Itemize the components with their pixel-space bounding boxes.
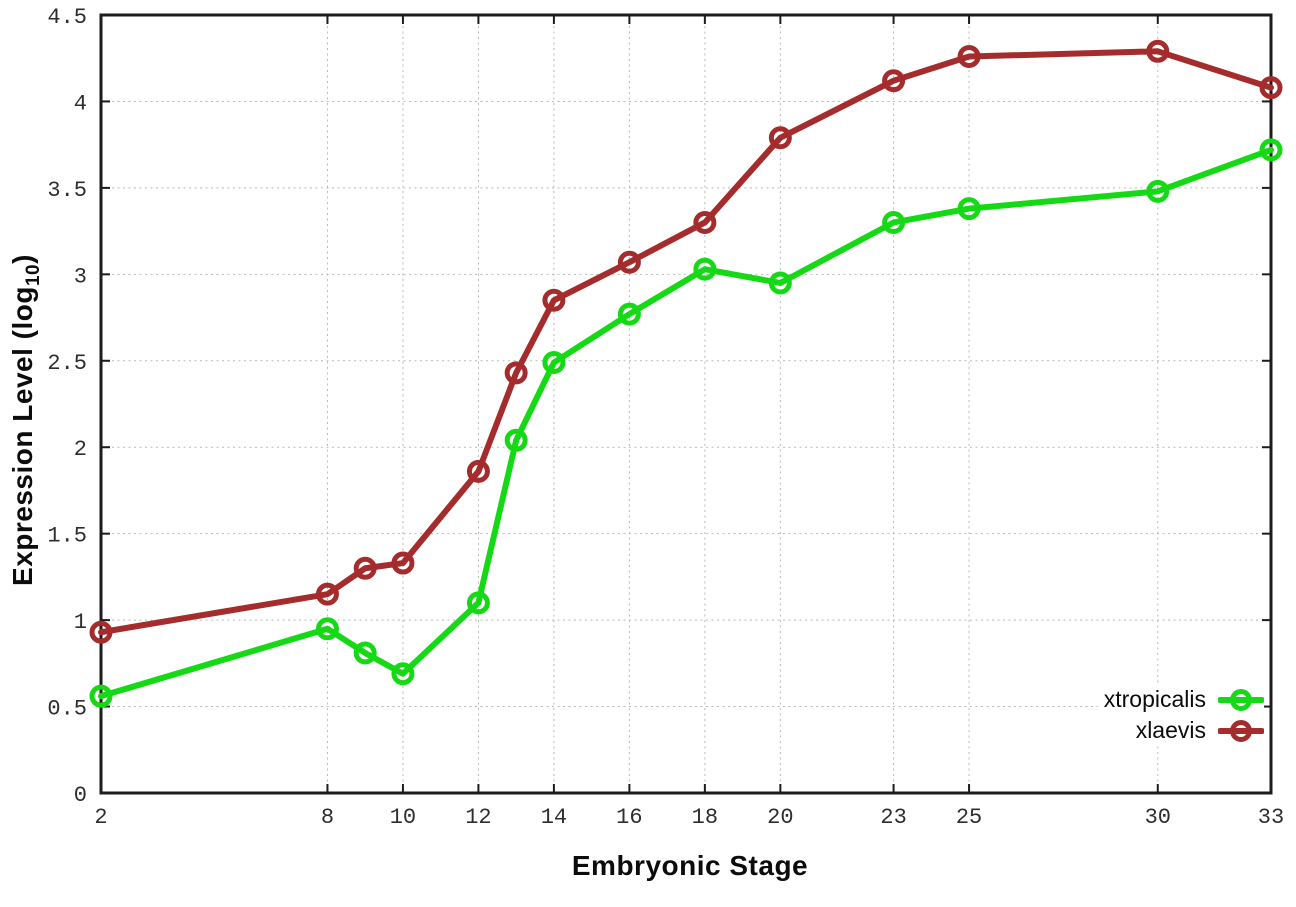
- data-point-xlaevis: [957, 44, 981, 68]
- x-tick-label: 12: [465, 805, 491, 830]
- data-point-xtropicalis: [504, 428, 528, 452]
- data-point-xlaevis: [617, 250, 641, 274]
- data-point-xlaevis: [466, 459, 490, 483]
- data-point-xtropicalis: [693, 257, 717, 281]
- y-tick-label: 0: [74, 783, 87, 808]
- y-tick-label: 0.5: [47, 697, 87, 722]
- data-point-xtropicalis: [617, 302, 641, 326]
- x-tick-label: 2: [94, 805, 107, 830]
- data-point-xlaevis: [1146, 39, 1170, 63]
- data-point-xlaevis: [89, 620, 113, 644]
- data-point-xlaevis: [353, 556, 377, 580]
- x-axis-label: Embryonic Stage: [571, 850, 809, 881]
- legend-label-xtropicalis: xtropicalis: [1103, 686, 1206, 712]
- x-tick-label: 25: [956, 805, 982, 830]
- data-point-xtropicalis: [882, 210, 906, 234]
- y-tick-label: 1.5: [47, 524, 87, 549]
- y-axis-label-text: Expression Level (log: [7, 286, 39, 586]
- y-tick-label: 1: [74, 610, 87, 635]
- legend-marker-xlaevis-icon: [1218, 718, 1264, 744]
- x-tick-label: 20: [767, 805, 793, 830]
- x-tick-label: 16: [616, 805, 642, 830]
- x-tick-label: 14: [541, 805, 567, 830]
- legend-marker-xtropicalis-icon: [1218, 687, 1264, 713]
- y-tick-label: 4: [74, 91, 87, 116]
- data-point-xtropicalis: [353, 641, 377, 665]
- y-tick-label: 2: [74, 437, 87, 462]
- data-point-xtropicalis: [957, 197, 981, 221]
- data-point-xlaevis: [1259, 76, 1283, 100]
- legend-item-xtropicalis: xtropicalis: [1104, 684, 1264, 715]
- y-tick-label: 3.5: [47, 178, 87, 203]
- y-axis-label: Expression Level (log10): [7, 254, 45, 586]
- x-tick-label: 33: [1258, 805, 1284, 830]
- data-point-xtropicalis: [1146, 179, 1170, 203]
- data-point-xtropicalis: [391, 662, 415, 686]
- x-tick-label: 23: [880, 805, 906, 830]
- data-point-xlaevis: [504, 361, 528, 385]
- data-point-xlaevis: [542, 288, 566, 312]
- data-point-xlaevis: [315, 582, 339, 606]
- x-tick-label: 8: [321, 805, 334, 830]
- y-tick-label: 2.5: [47, 351, 87, 376]
- data-point-xtropicalis: [1259, 138, 1283, 162]
- data-point-xlaevis: [693, 210, 717, 234]
- data-point-xtropicalis: [542, 351, 566, 375]
- data-point-xlaevis: [391, 551, 415, 575]
- series-line-xlaevis: [98, 48, 1274, 636]
- y-axis-label-subscript: 10: [22, 263, 44, 287]
- legend-label-xlaevis: xlaevis: [1135, 717, 1206, 743]
- y-tick-label: 4.5: [47, 5, 87, 30]
- y-axis-label-suffix: ): [7, 254, 39, 264]
- data-point-xlaevis: [882, 69, 906, 93]
- data-point-xtropicalis: [315, 617, 339, 641]
- data-point-xtropicalis: [466, 591, 490, 615]
- data-point-xtropicalis: [89, 684, 113, 708]
- data-point-xlaevis: [768, 126, 792, 150]
- y-tick-label: 3: [74, 264, 87, 289]
- legend-item-xlaevis: xlaevis: [1136, 715, 1264, 746]
- x-tick-label: 30: [1145, 805, 1171, 830]
- legend: xtropicalis xlaevis: [1097, 684, 1264, 746]
- data-point-xtropicalis: [768, 271, 792, 295]
- x-tick-label: 18: [692, 805, 718, 830]
- x-tick-label: 10: [390, 805, 416, 830]
